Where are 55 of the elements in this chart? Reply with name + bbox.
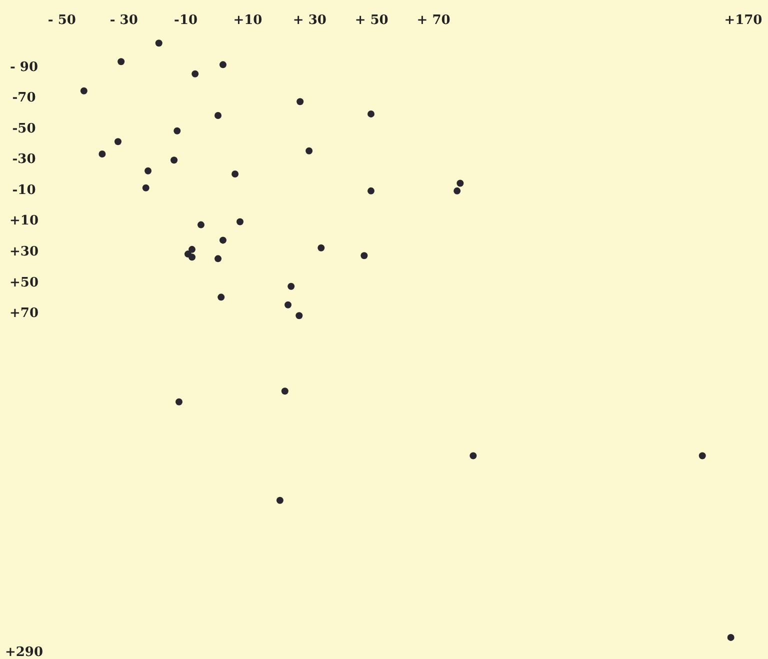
x-tick-label: + 30: [292, 13, 326, 28]
x-tick-label: - 30: [110, 13, 138, 28]
x-tick-label: + 50: [354, 13, 388, 28]
y-tick-label: +10: [10, 214, 38, 229]
point: [144, 167, 152, 174]
y-tick-label: -10: [12, 182, 36, 198]
x-tick-label: +170: [724, 13, 762, 28]
point: [318, 244, 325, 252]
point: [727, 634, 734, 641]
point: [296, 98, 304, 106]
y-tick-label: -30: [12, 152, 36, 168]
point: [276, 496, 284, 504]
point: [218, 294, 225, 301]
x-tick-label: -10: [174, 13, 198, 28]
y-tick-label: -70: [12, 90, 36, 106]
point: [367, 110, 374, 118]
point: [296, 312, 303, 320]
x-tick-label: - 50: [48, 13, 76, 28]
point: [367, 187, 374, 194]
y-tick-label: +30: [10, 244, 38, 260]
point: [174, 127, 181, 134]
point: [197, 221, 204, 228]
point: [281, 388, 288, 395]
x-tick-label: +10: [233, 13, 262, 28]
point: [214, 112, 222, 119]
point: [454, 187, 461, 194]
point: [98, 150, 106, 158]
point: [470, 452, 477, 460]
point: [188, 246, 196, 253]
y-tick-label: -50: [12, 121, 36, 136]
point: [360, 252, 368, 260]
point: [698, 452, 706, 460]
point: [236, 218, 244, 226]
point: [214, 255, 222, 262]
point: [306, 147, 313, 154]
point: [142, 184, 150, 192]
point: [284, 301, 292, 308]
y-tick-label: - 90: [10, 60, 38, 75]
point: [80, 87, 88, 94]
point: [288, 282, 295, 290]
point: [219, 236, 226, 244]
point: [188, 254, 196, 261]
point: [175, 398, 182, 406]
y-tick-label: +70: [10, 306, 38, 322]
point: [155, 40, 162, 47]
point: [219, 61, 226, 68]
point: [118, 58, 125, 66]
point: [192, 70, 199, 78]
x-tick-label: + 70: [416, 13, 450, 28]
point: [170, 156, 178, 164]
y-tick-label: +50: [10, 275, 38, 290]
point: [456, 180, 464, 187]
point: [232, 170, 239, 178]
point: [114, 138, 122, 146]
y-tick-label: +290: [4, 644, 44, 659]
